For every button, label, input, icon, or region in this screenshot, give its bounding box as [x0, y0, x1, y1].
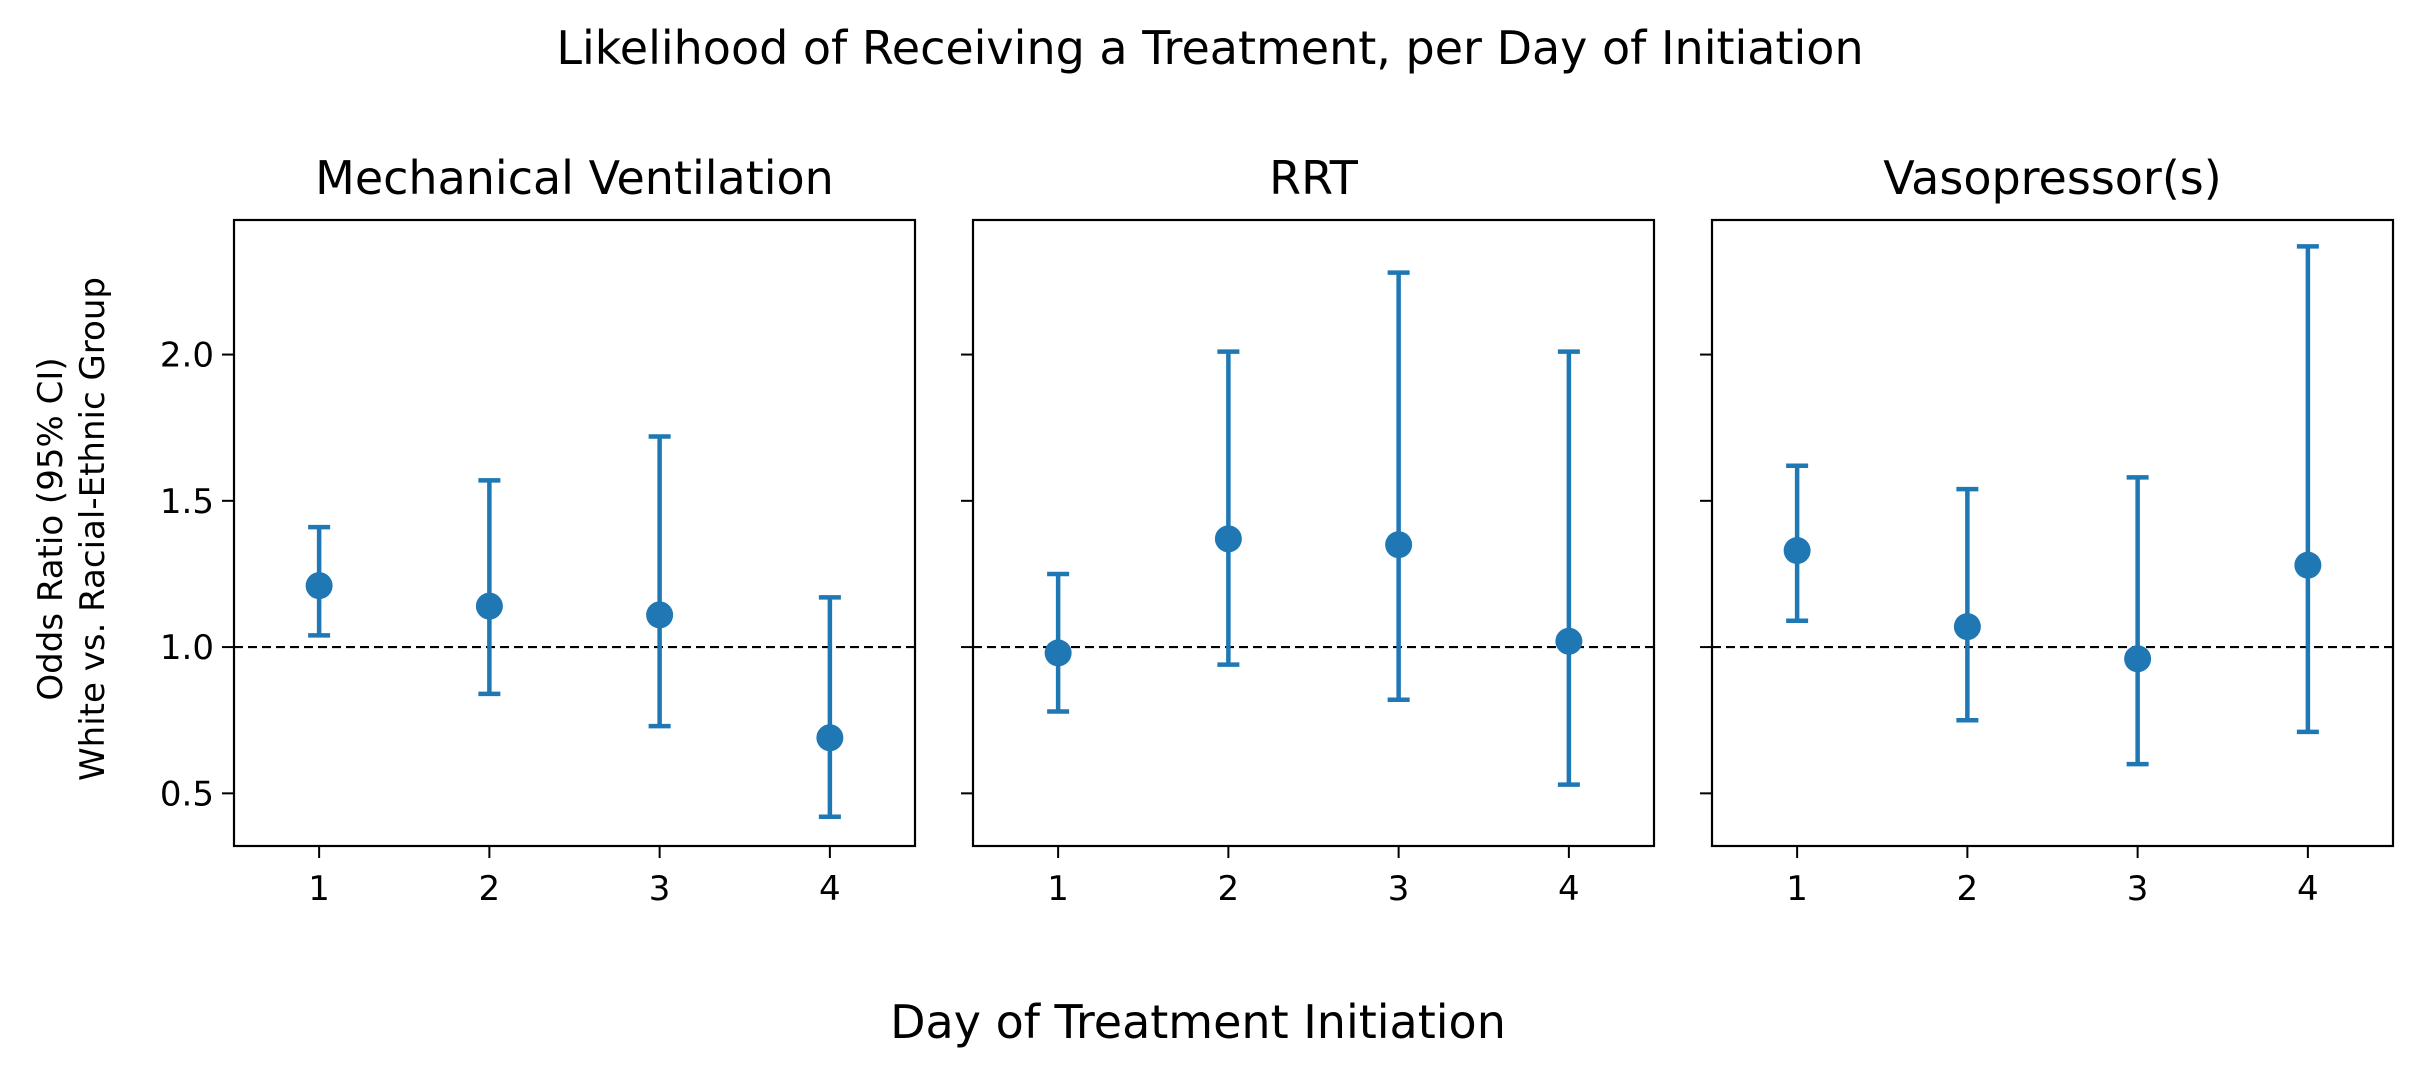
x-tick-label: 2	[1957, 869, 1979, 909]
panel-frame	[1710, 218, 2395, 848]
point-marker	[2294, 551, 2322, 579]
y-tick-label: 1.0	[160, 628, 214, 668]
x-tick-label: 2	[1218, 869, 1240, 909]
y-tick-label: 2.0	[160, 336, 214, 376]
x-tick-label: 3	[2127, 869, 2149, 909]
panel-title: Vasopressor(s)	[1883, 151, 2221, 205]
y-axis-label-line-1: Odds Ratio (95% CI)	[31, 357, 71, 700]
x-tick-label: 4	[2297, 869, 2319, 909]
x-tick-label: 1	[308, 869, 330, 909]
x-tick-label: 1	[1786, 869, 1808, 909]
x-tick-label: 2	[479, 869, 501, 909]
x-tick-label: 1	[1047, 869, 1069, 909]
panel-frame	[232, 218, 917, 848]
figure-title: Likelihood of Receiving a Treatment, per…	[556, 21, 1863, 75]
point-marker	[1953, 613, 1981, 641]
point-marker	[1783, 537, 1811, 565]
x-tick-label: 3	[649, 869, 671, 909]
point-marker	[475, 592, 503, 620]
point-marker	[2124, 645, 2152, 673]
x-axis-label: Day of Treatment Initiation	[890, 995, 1506, 1049]
point-marker	[1555, 627, 1583, 655]
x-tick-label: 3	[1388, 869, 1410, 909]
x-tick-label: 4	[1558, 869, 1580, 909]
y-tick-label: 1.5	[160, 482, 214, 522]
panel-title: Mechanical Ventilation	[315, 151, 834, 205]
y-tick-label: 0.5	[160, 774, 214, 814]
point-marker	[1044, 639, 1072, 667]
panel-1: Mechanical Ventilation 0.5 1.0 1.5 2.0 1 2 3 4	[160, 151, 917, 909]
point-marker	[816, 724, 844, 752]
panel-3: Vasopressor(s) 1 2 3 4	[1700, 151, 2395, 909]
point-marker	[1214, 525, 1242, 553]
panel-title: RRT	[1269, 151, 1359, 205]
x-tick-label: 4	[819, 869, 841, 909]
point-marker	[1385, 531, 1413, 559]
point-marker	[646, 601, 674, 629]
y-axis-label-line-2: White vs. Racial-Ethnic Group	[73, 277, 113, 781]
panel-frame	[971, 218, 1656, 848]
panel-2: RRT 1 2 3 4	[961, 151, 1656, 909]
point-marker	[305, 572, 333, 600]
